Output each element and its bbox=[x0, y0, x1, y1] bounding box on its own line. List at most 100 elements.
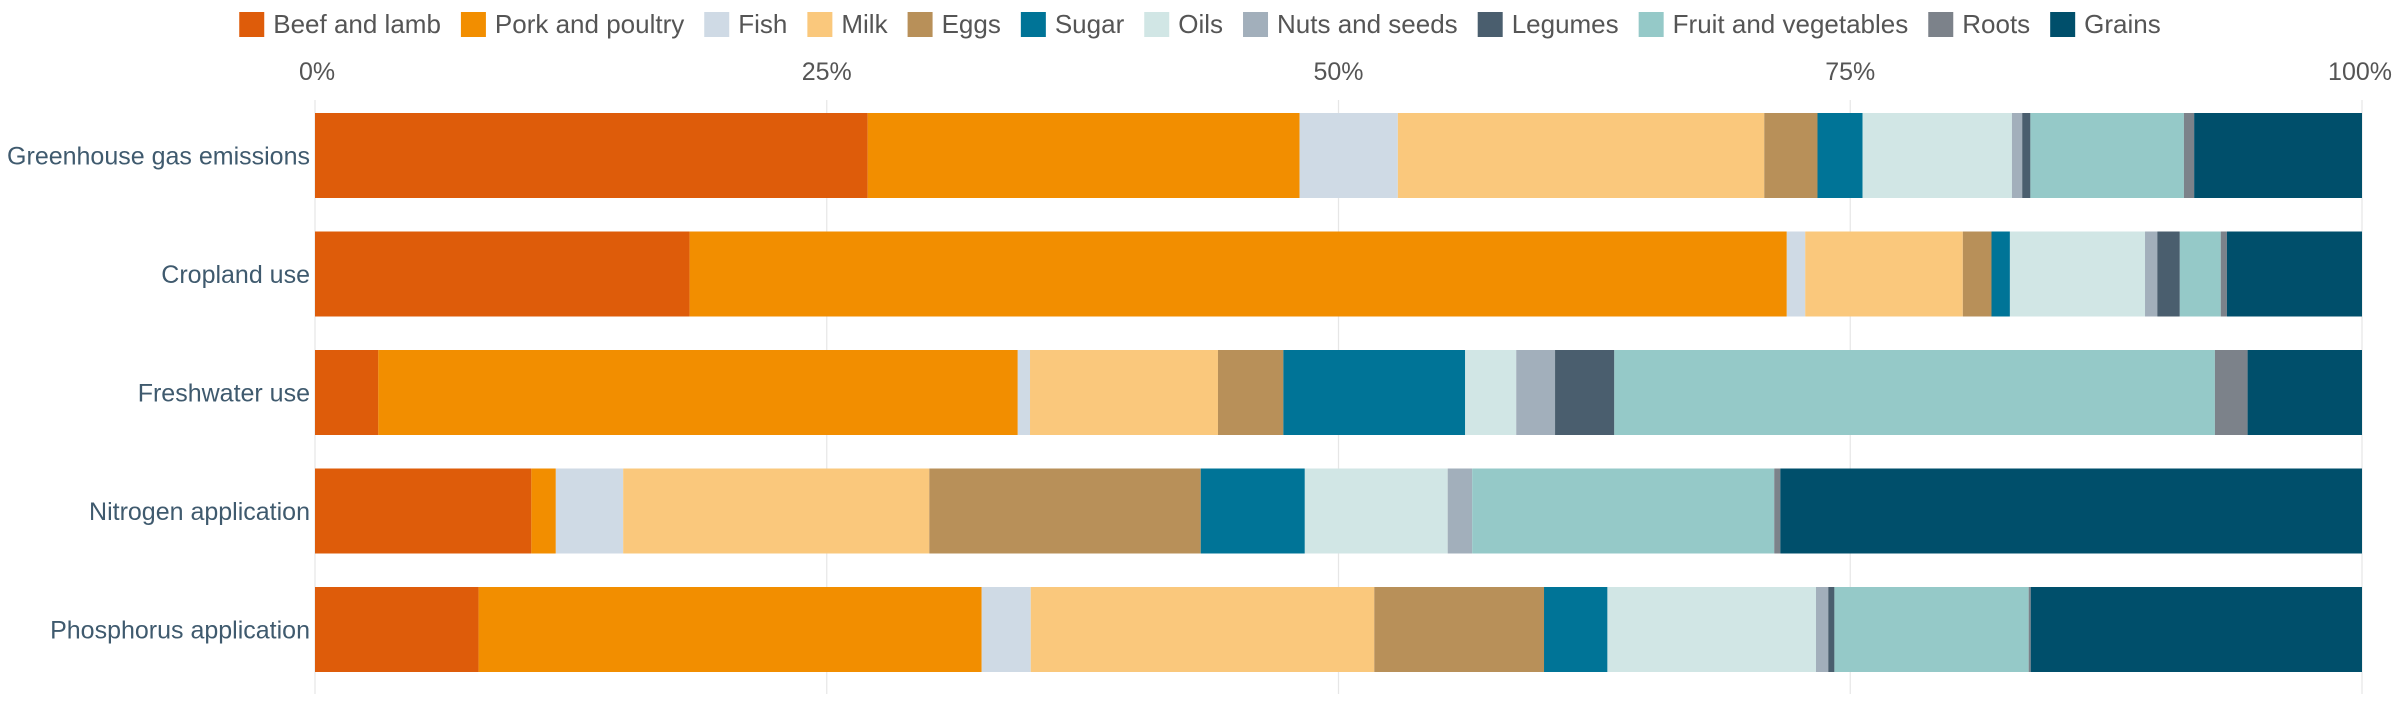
bar-segment-freshwater-use-nuts-and-seeds[interactable] bbox=[1516, 350, 1556, 435]
bar-segment-cropland-use-beef-and-lamb[interactable] bbox=[315, 231, 690, 317]
bar-segment-greenhouse-gas-emissions-legumes[interactable] bbox=[2022, 113, 2031, 198]
bar-segment-freshwater-use-beef-and-lamb[interactable] bbox=[315, 350, 379, 435]
bar-segment-cropland-use-legumes[interactable] bbox=[2157, 231, 2180, 317]
bar-segment-nitrogen-application-milk[interactable] bbox=[623, 468, 930, 554]
category-label-cropland-use: Cropland use bbox=[161, 261, 310, 289]
bar-segment-freshwater-use-pork-and-poultry[interactable] bbox=[378, 350, 1018, 435]
legend-item-fruit-and-vegetables[interactable]: Fruit and vegetables bbox=[1638, 9, 1909, 39]
legend-label-nuts-and-seeds: Nuts and seeds bbox=[1277, 9, 1458, 39]
bar-segment-greenhouse-gas-emissions-eggs[interactable] bbox=[1764, 113, 1818, 198]
bar-segment-freshwater-use-eggs[interactable] bbox=[1217, 350, 1284, 435]
bar-segment-nitrogen-application-sugar[interactable] bbox=[1200, 468, 1305, 554]
bar-segment-cropland-use-nuts-and-seeds[interactable] bbox=[2145, 231, 2158, 317]
bar-segment-nitrogen-application-fish[interactable] bbox=[555, 468, 624, 554]
bar-segment-nitrogen-application-eggs[interactable] bbox=[929, 468, 1201, 554]
category-label-nitrogen-application: Nitrogen application bbox=[89, 498, 310, 526]
bar-segment-nitrogen-application-oils[interactable] bbox=[1304, 468, 1448, 554]
bar-segment-phosphorus-application-legumes[interactable] bbox=[1828, 587, 1835, 672]
bar-segment-cropland-use-fish[interactable] bbox=[1786, 231, 1806, 317]
bar-segment-nitrogen-application-nuts-and-seeds[interactable] bbox=[1447, 468, 1473, 554]
legend-swatch-nuts-and-seeds bbox=[1243, 12, 1269, 37]
bar-segment-phosphorus-application-nuts-and-seeds[interactable] bbox=[1815, 587, 1829, 672]
bar-row-greenhouse-gas-emissions bbox=[315, 113, 2362, 198]
bar-segment-greenhouse-gas-emissions-roots[interactable] bbox=[2183, 113, 2195, 198]
bar-segment-phosphorus-application-milk[interactable] bbox=[1030, 587, 1375, 672]
category-label-phosphorus-application: Phosphorus application bbox=[50, 617, 310, 645]
bar-segment-cropland-use-grains[interactable] bbox=[2226, 231, 2362, 317]
bar-segment-freshwater-use-legumes[interactable] bbox=[1555, 350, 1615, 435]
x-tick-label-75: 75% bbox=[1825, 58, 1875, 86]
legend-swatch-fish bbox=[704, 12, 730, 37]
bar-segment-cropland-use-sugar[interactable] bbox=[1991, 231, 2010, 317]
bar-segment-nitrogen-application-pork-and-poultry[interactable] bbox=[531, 468, 556, 554]
bar-segment-greenhouse-gas-emissions-fruit-and-vegetables[interactable] bbox=[2030, 113, 2184, 198]
bar-row-nitrogen-application bbox=[315, 468, 2362, 554]
bar-segment-cropland-use-oils[interactable] bbox=[2009, 231, 2146, 317]
legend-item-roots[interactable]: Roots bbox=[1928, 9, 2030, 39]
bar-segment-nitrogen-application-beef-and-lamb[interactable] bbox=[315, 468, 532, 554]
bar-segment-freshwater-use-milk[interactable] bbox=[1030, 350, 1218, 435]
bar-segment-nitrogen-application-grains[interactable] bbox=[1780, 468, 2362, 554]
bar-segment-greenhouse-gas-emissions-nuts-and-seeds[interactable] bbox=[2011, 113, 2023, 198]
legend-label-fruit-and-vegetables: Fruit and vegetables bbox=[1673, 9, 1909, 39]
legend-label-pork-and-poultry: Pork and poultry bbox=[495, 9, 684, 39]
legend-swatch-pork-and-poultry bbox=[460, 12, 486, 37]
legend-item-nuts-and-seeds[interactable]: Nuts and seeds bbox=[1243, 9, 1458, 39]
legend-label-oils: Oils bbox=[1178, 9, 1223, 39]
y-axis-labels: Greenhouse gas emissions Cropland use Fres… bbox=[7, 143, 310, 645]
bar-segment-cropland-use-fruit-and-vegetables[interactable] bbox=[2179, 231, 2221, 317]
legend-swatch-milk bbox=[807, 12, 833, 37]
legend-item-milk[interactable]: Milk bbox=[807, 9, 889, 39]
bar-segment-phosphorus-application-sugar[interactable] bbox=[1544, 587, 1608, 672]
bar-segment-cropland-use-milk[interactable] bbox=[1805, 231, 1963, 317]
bar-row-cropland-use bbox=[315, 231, 2362, 317]
bar-segment-phosphorus-application-oils[interactable] bbox=[1607, 587, 1816, 672]
legend-item-beef-and-lamb[interactable]: Beef and lamb bbox=[239, 9, 441, 39]
legend-label-sugar: Sugar bbox=[1055, 9, 1125, 39]
category-label-freshwater-use: Freshwater use bbox=[138, 380, 310, 408]
bar-segment-greenhouse-gas-emissions-milk[interactable] bbox=[1397, 113, 1765, 198]
bar-segment-greenhouse-gas-emissions-pork-and-poultry[interactable] bbox=[867, 113, 1300, 198]
bar-segment-phosphorus-application-fruit-and-vegetables[interactable] bbox=[1834, 587, 2029, 672]
x-tick-label-100: 100% bbox=[2328, 58, 2392, 86]
bar-segment-phosphorus-application-pork-and-poultry[interactable] bbox=[478, 587, 982, 672]
bar-segment-greenhouse-gas-emissions-grains[interactable] bbox=[2194, 113, 2362, 198]
bar-segment-cropland-use-pork-and-poultry[interactable] bbox=[689, 231, 1787, 317]
legend-item-sugar[interactable]: Sugar bbox=[1020, 9, 1125, 39]
x-tick-label-0: 0% bbox=[299, 58, 335, 86]
legend-item-oils[interactable]: Oils bbox=[1144, 9, 1223, 39]
bar-segment-greenhouse-gas-emissions-sugar[interactable] bbox=[1817, 113, 1863, 198]
legend-swatch-fruit-and-vegetables bbox=[1638, 12, 1664, 37]
legend-label-legumes: Legumes bbox=[1512, 9, 1619, 39]
legend-item-eggs[interactable]: Eggs bbox=[907, 9, 1001, 39]
bar-segment-cropland-use-roots[interactable] bbox=[2220, 231, 2227, 317]
bar-segment-freshwater-use-grains[interactable] bbox=[2247, 350, 2362, 435]
bar-segment-phosphorus-application-fish[interactable] bbox=[981, 587, 1031, 672]
legend-item-pork-and-poultry[interactable]: Pork and poultry bbox=[460, 9, 684, 39]
category-label-greenhouse-gas-emissions: Greenhouse gas emissions bbox=[7, 143, 310, 171]
bar-segment-freshwater-use-fruit-and-vegetables[interactable] bbox=[1614, 350, 2215, 435]
bar-segment-freshwater-use-fish[interactable] bbox=[1017, 350, 1031, 435]
bar-segment-freshwater-use-roots[interactable] bbox=[2214, 350, 2248, 435]
bar-segment-nitrogen-application-roots[interactable] bbox=[1774, 468, 1781, 554]
legend-label-eggs: Eggs bbox=[942, 9, 1001, 39]
legend-item-legumes[interactable]: Legumes bbox=[1477, 9, 1619, 39]
bar-segment-greenhouse-gas-emissions-oils[interactable] bbox=[1862, 113, 2012, 198]
legend-item-fish[interactable]: Fish bbox=[704, 9, 787, 39]
bar-segment-phosphorus-application-roots[interactable] bbox=[2028, 587, 2031, 672]
bar-segment-phosphorus-application-grains[interactable] bbox=[2030, 587, 2362, 672]
bar-segment-freshwater-use-oils[interactable] bbox=[1465, 350, 1517, 435]
legend-label-milk: Milk bbox=[841, 9, 888, 39]
legend-swatch-legumes bbox=[1477, 12, 1503, 37]
legend-label-beef-and-lamb: Beef and lamb bbox=[273, 9, 441, 39]
legend-swatch-oils bbox=[1144, 12, 1170, 37]
bar-segment-greenhouse-gas-emissions-fish[interactable] bbox=[1299, 113, 1398, 198]
bar-segment-cropland-use-eggs[interactable] bbox=[1962, 231, 1992, 317]
bar-segment-greenhouse-gas-emissions-beef-and-lamb[interactable] bbox=[315, 113, 868, 198]
bar-segment-nitrogen-application-fruit-and-vegetables[interactable] bbox=[1472, 468, 1775, 554]
bar-segment-freshwater-use-sugar[interactable] bbox=[1283, 350, 1466, 435]
x-tick-label-25: 25% bbox=[802, 58, 852, 86]
bar-segment-phosphorus-application-beef-and-lamb[interactable] bbox=[315, 587, 479, 672]
legend-item-grains[interactable]: Grains bbox=[2050, 9, 2161, 39]
bar-segment-phosphorus-application-eggs[interactable] bbox=[1374, 587, 1545, 672]
